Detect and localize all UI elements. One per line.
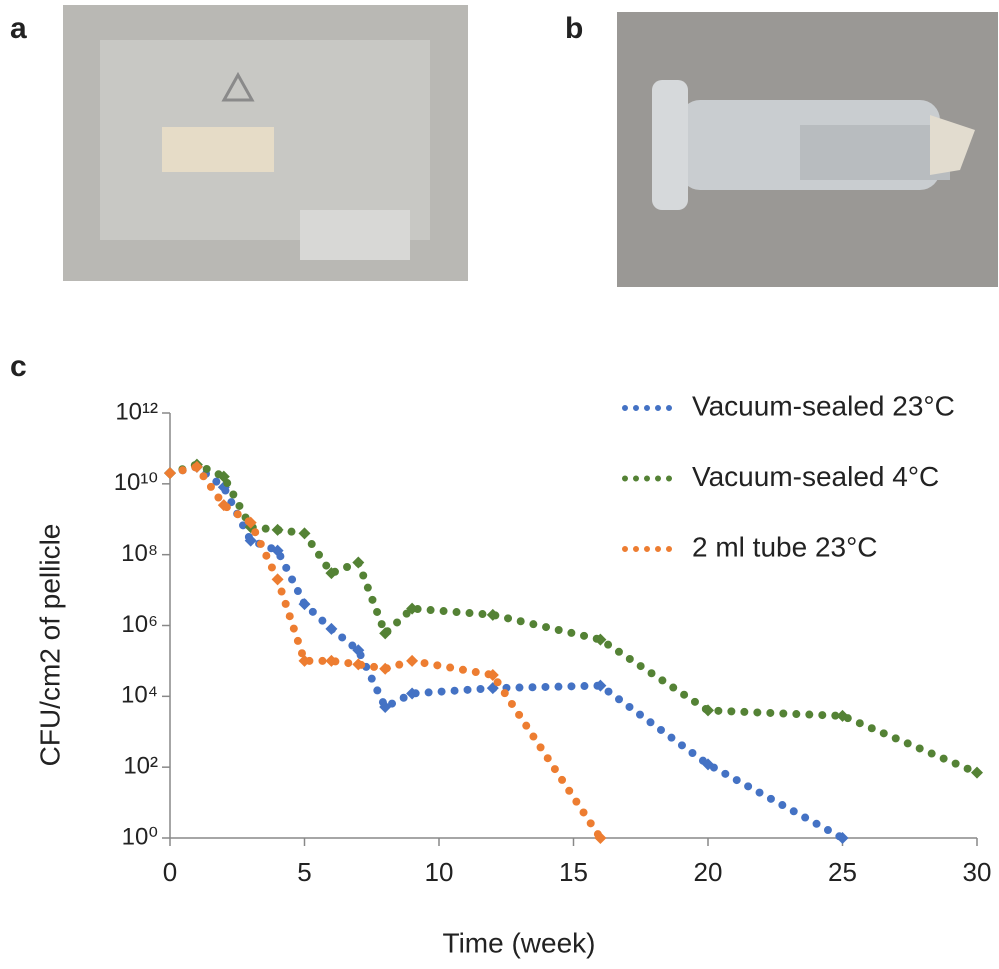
data-point [379,700,392,713]
data-point [352,556,365,569]
data-point [594,633,607,646]
data-point [702,758,714,771]
data-point [971,766,983,779]
y-tick-label: 10⁶ [121,611,158,638]
data-point [244,516,257,529]
data-point [298,654,311,667]
legend-label: Vacuum-sealed 23°C [692,390,955,421]
legend-label: 2 ml tube 23°C [692,531,878,562]
data-point [406,602,419,615]
data-point [190,460,203,473]
series-line [166,462,605,842]
y-tick-label: 10⁰ [122,823,158,850]
y-axis-label: CFU/cm2 of pellicle [34,524,65,767]
x-tick-label: 0 [163,857,177,887]
data-point [217,470,230,483]
data-point [271,523,284,536]
y-tick-label: 10¹⁰ [114,469,158,496]
data-point [244,534,257,547]
data-point [325,622,338,635]
x-tick-label: 30 [963,857,992,887]
series-line [166,462,847,842]
y-tick-label: 10² [123,753,158,780]
data-point [352,658,365,671]
data-point [164,467,176,480]
x-tick-label: 15 [559,857,588,887]
data-point [702,704,714,717]
data-point [594,679,607,692]
photo-a [63,5,468,281]
data-point [352,644,365,657]
data-point [298,598,311,611]
data-point [271,573,284,586]
x-tick-label: 20 [694,857,723,887]
data-point [836,709,849,722]
data-point [406,654,419,667]
y-tick-label: 10¹² [115,398,158,425]
data-point [594,832,607,844]
photo-b [617,12,998,287]
x-axis-label: Time (week) [443,927,596,958]
data-point [836,832,849,844]
x-tick-label: 10 [425,857,454,887]
y-tick-label: 10⁴ [121,682,158,709]
data-point [217,499,230,512]
panel-label: b [565,12,583,45]
data-point [379,627,392,640]
data-point [486,669,499,682]
data-point [325,654,338,667]
y-tick-label: 10⁸ [121,540,158,567]
legend-label: Vacuum-sealed 4°C [692,461,939,492]
data-point [271,544,284,557]
data-point [379,662,392,675]
data-point [406,687,419,700]
x-tick-label: 25 [828,857,857,887]
panel-label: c [10,350,27,383]
data-point [486,608,499,621]
panel-label: a [10,12,27,45]
data-point [325,567,338,580]
x-tick-label: 5 [297,857,311,887]
data-point [298,527,311,540]
